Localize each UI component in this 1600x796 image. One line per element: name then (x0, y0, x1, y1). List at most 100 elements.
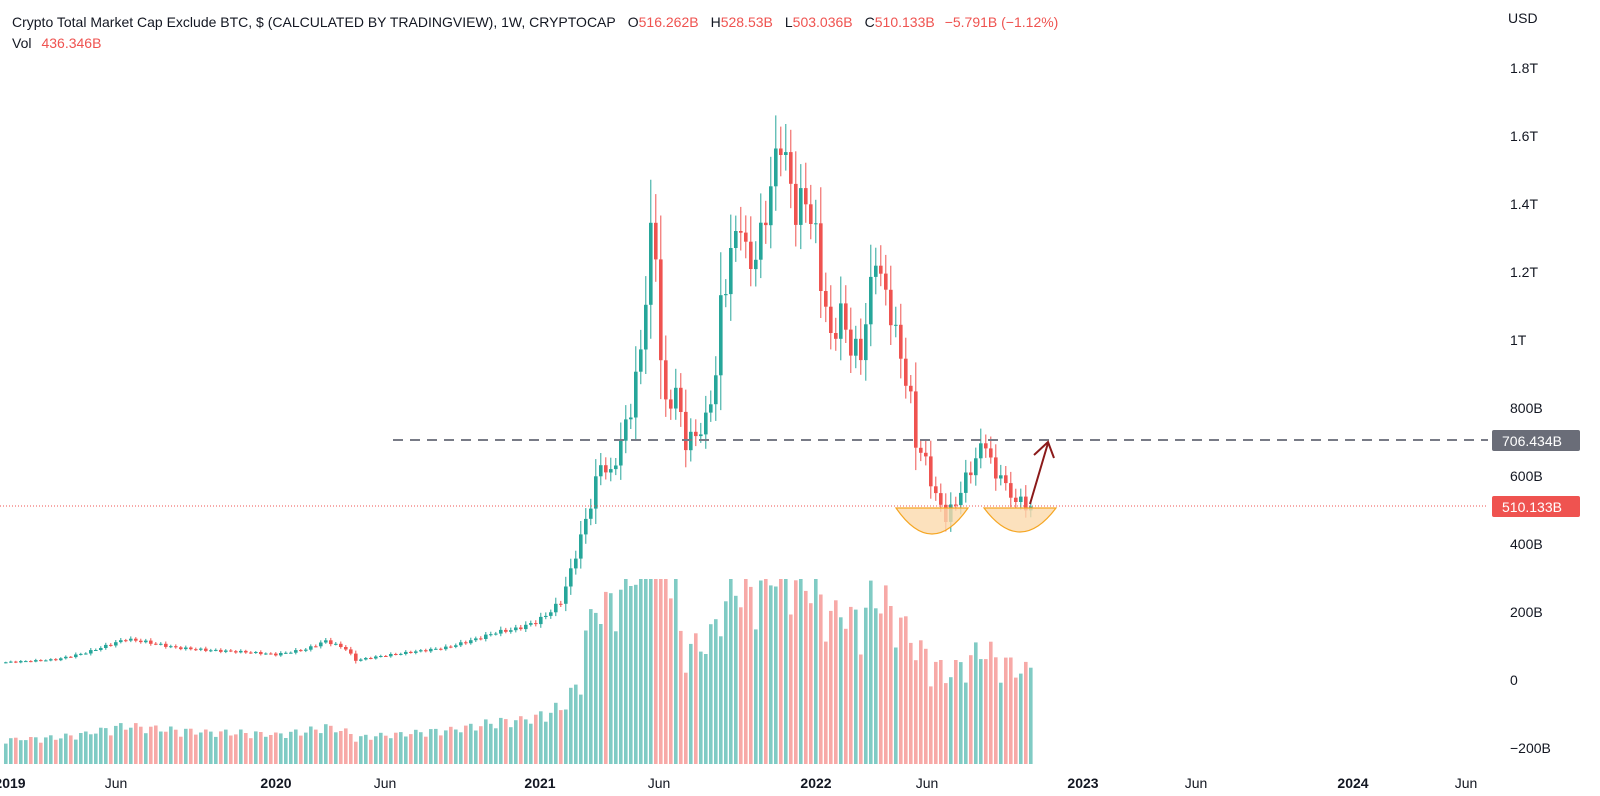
candle-body[interactable] (924, 452, 928, 457)
candle-body[interactable] (834, 333, 838, 339)
candle-body[interactable] (29, 661, 33, 663)
candle-body[interactable] (309, 646, 313, 650)
candle-body[interactable] (174, 646, 178, 648)
candle-body[interactable] (774, 148, 778, 187)
candle-body[interactable] (184, 647, 188, 650)
candle-body[interactable] (994, 457, 998, 479)
candle-body[interactable] (324, 640, 328, 643)
candle-body[interactable] (709, 404, 713, 413)
candle-body[interactable] (389, 654, 393, 657)
candle-body[interactable] (734, 231, 738, 248)
candle-body[interactable] (919, 447, 923, 453)
candle-body[interactable] (194, 649, 198, 651)
candle-body[interactable] (269, 653, 273, 655)
candle-body[interactable] (829, 306, 833, 333)
candle-body[interactable] (869, 276, 873, 325)
candle-body[interactable] (699, 434, 703, 437)
candle-body[interactable] (1014, 497, 1018, 502)
candle-body[interactable] (1009, 483, 1013, 498)
candle-body[interactable] (439, 648, 443, 650)
candle-body[interactable] (559, 603, 563, 605)
candle-body[interactable] (579, 534, 583, 559)
candle-body[interactable] (359, 659, 363, 661)
candle-body[interactable] (644, 304, 648, 350)
candle-body[interactable] (549, 612, 553, 616)
candle-body[interactable] (419, 650, 423, 652)
candle-body[interactable] (749, 241, 753, 269)
candle-body[interactable] (129, 638, 133, 641)
candle-body[interactable] (654, 222, 658, 260)
candle-body[interactable] (249, 652, 253, 654)
candle-body[interactable] (619, 440, 623, 466)
candle-body[interactable] (4, 662, 8, 664)
candle-body[interactable] (84, 653, 88, 655)
candle-body[interactable] (519, 627, 523, 630)
breakout-arrow[interactable] (1029, 440, 1055, 505)
candle-body[interactable] (299, 650, 303, 652)
candle-body[interactable] (394, 654, 398, 655)
candle-body[interactable] (209, 650, 213, 652)
candle-body[interactable] (664, 360, 668, 400)
candle-body[interactable] (379, 656, 383, 657)
candle-body[interactable] (64, 656, 68, 659)
candle-body[interactable] (864, 324, 868, 361)
candle-body[interactable] (289, 652, 293, 654)
candle-body[interactable] (189, 647, 193, 650)
candle-body[interactable] (759, 222, 763, 260)
candle-body[interactable] (39, 660, 43, 662)
candle-body[interactable] (599, 465, 603, 477)
candle-body[interactable] (54, 659, 58, 661)
candle-body[interactable] (854, 338, 858, 356)
candle-body[interactable] (484, 634, 488, 639)
candle-body[interactable] (844, 303, 848, 330)
candle-body[interactable] (329, 640, 333, 645)
candle-body[interactable] (34, 660, 38, 662)
candle-body[interactable] (264, 653, 268, 655)
candle-body[interactable] (669, 399, 673, 409)
candle-body[interactable] (144, 640, 148, 643)
cup-pattern-right[interactable] (982, 507, 1058, 533)
candle-body[interactable] (899, 324, 903, 359)
candle-body[interactable] (509, 630, 513, 632)
candle-body[interactable] (739, 231, 743, 233)
candle-body[interactable] (894, 324, 898, 326)
candle-body[interactable] (754, 259, 758, 270)
candle-body[interactable] (539, 616, 543, 625)
candle-body[interactable] (159, 643, 163, 645)
candle-body[interactable] (114, 642, 118, 646)
candle-body[interactable] (19, 661, 23, 663)
candle-body[interactable] (779, 148, 783, 156)
candle-body[interactable] (464, 642, 468, 644)
candle-body[interactable] (789, 152, 793, 184)
candle-body[interactable] (244, 650, 248, 653)
candle-body[interactable] (624, 419, 628, 441)
candle-body[interactable] (569, 568, 573, 587)
candle-body[interactable] (234, 651, 238, 653)
candle-body[interactable] (119, 640, 123, 643)
candle-body[interactable] (69, 656, 73, 658)
candle-body[interactable] (399, 653, 403, 655)
candle-body[interactable] (239, 650, 243, 653)
candle-body[interactable] (504, 629, 508, 632)
candle-body[interactable] (594, 476, 598, 509)
candle-body[interactable] (859, 338, 863, 361)
candle-body[interactable] (94, 650, 98, 651)
candle-body[interactable] (219, 649, 223, 652)
candle-body[interactable] (684, 411, 688, 451)
candle-body[interactable] (149, 640, 153, 644)
candle-body[interactable] (364, 658, 368, 660)
candle-body[interactable] (1024, 496, 1028, 511)
candle-body[interactable] (634, 371, 638, 418)
candle-body[interactable] (284, 652, 288, 654)
candle-body[interactable] (274, 653, 278, 656)
candle-body[interactable] (719, 295, 723, 376)
candle-body[interactable] (459, 642, 463, 646)
candle-body[interactable] (304, 649, 308, 651)
candle-body[interactable] (694, 431, 698, 437)
candle-body[interactable] (809, 204, 813, 224)
candle-body[interactable] (229, 650, 233, 652)
candle-body[interactable] (124, 640, 128, 642)
candle-body[interactable] (9, 661, 13, 663)
candle-body[interactable] (474, 638, 478, 641)
